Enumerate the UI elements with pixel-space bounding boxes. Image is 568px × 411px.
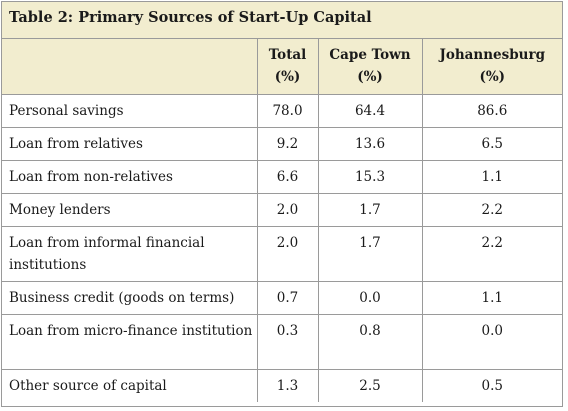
cell-johannesburg: 2.2 — [422, 226, 562, 282]
table-row: Loan from micro-finance institution 0.3 … — [2, 314, 562, 370]
row-label: Loan from relatives — [2, 127, 258, 161]
row-label: Loan from non-relatives — [2, 160, 258, 194]
cell-total: 0.3 — [257, 314, 319, 370]
data-table: Total (%) Cape Town (%) Johannesburg (%)… — [2, 39, 562, 402]
row-label: Other source of capital — [2, 369, 258, 402]
header-blank-cell — [2, 39, 258, 95]
cell-total: 2.0 — [257, 226, 319, 282]
row-label: Loan from micro-finance institution — [2, 314, 258, 370]
header-row: Total (%) Cape Town (%) Johannesburg (%) — [2, 39, 562, 95]
cell-johannesburg: 1.1 — [422, 281, 562, 315]
header-johannesburg-unit: (%) — [479, 69, 506, 85]
cell-cape-town: 64.4 — [318, 94, 423, 128]
cell-cape-town: 15.3 — [318, 160, 423, 194]
header-johannesburg-label: Johannesburg — [439, 47, 546, 63]
row-label: Money lenders — [2, 193, 258, 227]
table-row: Money lenders 2.0 1.7 2.2 — [2, 193, 562, 227]
row-label: Loan from informal financial institution… — [2, 226, 258, 282]
cell-johannesburg: 0.5 — [481, 377, 503, 394]
row-label: Personal savings — [2, 94, 258, 128]
table-row: Other source of capital 1.3 2.5 0.5 — [2, 369, 562, 402]
cell-johannesburg: 1.1 — [422, 160, 562, 194]
table-row: Loan from informal financial institution… — [2, 226, 562, 282]
table-row: Business credit (goods on terms) 0.7 0.0… — [2, 281, 562, 315]
cell-cape-town: 1.7 — [318, 193, 423, 227]
table-row: Loan from non-relatives 6.6 15.3 1.1 — [2, 160, 562, 194]
cell-total: 78.0 — [257, 94, 319, 128]
table-title: Table 2: Primary Sources of Start-Up Cap… — [2, 2, 562, 39]
cell-johannesburg: 6.5 — [422, 127, 562, 161]
header-cape-town: Cape Town (%) — [318, 39, 423, 95]
cell-cape-town: 13.6 — [318, 127, 423, 161]
header-total-unit: (%) — [274, 69, 301, 85]
header-cape-town-unit: (%) — [357, 69, 383, 85]
start-up-capital-table: Table 2: Primary Sources of Start-Up Cap… — [1, 1, 563, 407]
cell-cape-town: 1.7 — [318, 226, 423, 282]
cell-cape-town: 0.8 — [318, 314, 423, 370]
cell-cape-town: 0.0 — [318, 281, 423, 315]
cell-total: 6.6 — [257, 160, 319, 194]
cell-johannesburg: 2.2 — [422, 193, 562, 227]
cell-total: 0.7 — [257, 281, 319, 315]
cell-johannesburg: 0.0 — [422, 314, 562, 370]
cell-total: 1.3 — [257, 369, 319, 402]
cell-cape-town: 2.5 — [318, 369, 423, 402]
cell-johannesburg: 86.6 — [422, 94, 562, 128]
table-row: Personal savings 78.0 64.4 86.6 — [2, 94, 562, 128]
header-johannesburg: Johannesburg (%) — [422, 39, 562, 95]
header-total: Total (%) — [257, 39, 319, 95]
table-row: Loan from relatives 9.2 13.6 6.5 — [2, 127, 562, 161]
header-total-label: Total — [268, 47, 307, 63]
cell-total: 2.0 — [257, 193, 319, 227]
row-label: Business credit (goods on terms) — [2, 281, 258, 315]
cell-total: 9.2 — [257, 127, 319, 161]
header-cape-town-label: Cape Town — [329, 47, 411, 63]
